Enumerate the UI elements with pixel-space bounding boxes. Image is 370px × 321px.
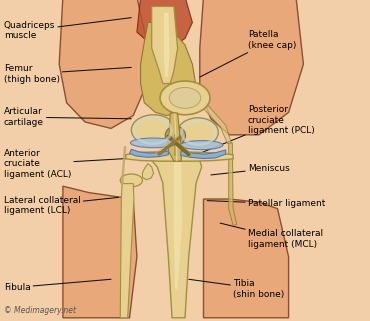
Polygon shape bbox=[164, 13, 169, 77]
Ellipse shape bbox=[130, 138, 177, 148]
Ellipse shape bbox=[160, 81, 210, 115]
Polygon shape bbox=[141, 22, 196, 116]
Text: Articular
cartilage: Articular cartilage bbox=[4, 108, 131, 127]
Polygon shape bbox=[120, 184, 134, 318]
Text: © Medimagery.net: © Medimagery.net bbox=[4, 306, 76, 315]
Polygon shape bbox=[229, 143, 237, 225]
Text: Fibula: Fibula bbox=[4, 279, 111, 292]
Polygon shape bbox=[137, 0, 192, 48]
Polygon shape bbox=[63, 186, 137, 318]
Polygon shape bbox=[152, 6, 178, 83]
Polygon shape bbox=[200, 0, 303, 135]
Ellipse shape bbox=[120, 174, 142, 187]
Text: Medial collateral
ligament (MCL): Medial collateral ligament (MCL) bbox=[220, 223, 323, 249]
Text: Lateral collateral
ligament (LCL): Lateral collateral ligament (LCL) bbox=[4, 196, 118, 215]
Text: Tibia
(shin bone): Tibia (shin bone) bbox=[189, 279, 285, 299]
Text: Femur
(thigh bone): Femur (thigh bone) bbox=[4, 64, 131, 83]
Text: Anterior
cruciate
ligament (ACL): Anterior cruciate ligament (ACL) bbox=[4, 149, 148, 178]
Polygon shape bbox=[59, 0, 148, 128]
Text: Patellar ligament: Patellar ligament bbox=[207, 199, 325, 208]
Polygon shape bbox=[152, 160, 202, 318]
Ellipse shape bbox=[169, 88, 201, 108]
Polygon shape bbox=[193, 95, 231, 144]
Polygon shape bbox=[126, 152, 233, 161]
Polygon shape bbox=[168, 113, 181, 161]
Ellipse shape bbox=[131, 115, 176, 145]
Text: Meniscus: Meniscus bbox=[211, 164, 290, 175]
Ellipse shape bbox=[178, 118, 218, 147]
Text: Patella
(knee cap): Patella (knee cap) bbox=[200, 30, 296, 77]
Polygon shape bbox=[181, 150, 226, 159]
Polygon shape bbox=[130, 149, 168, 157]
Polygon shape bbox=[204, 199, 289, 318]
Text: Quadriceps
muscle: Quadriceps muscle bbox=[4, 18, 131, 40]
Polygon shape bbox=[174, 162, 182, 289]
Polygon shape bbox=[142, 164, 154, 180]
Ellipse shape bbox=[165, 126, 186, 145]
Text: Posterior
cruciate
ligament (PCL): Posterior cruciate ligament (PCL) bbox=[198, 106, 314, 154]
Ellipse shape bbox=[181, 141, 223, 150]
